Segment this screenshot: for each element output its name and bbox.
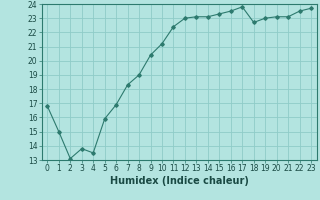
X-axis label: Humidex (Indice chaleur): Humidex (Indice chaleur) [110, 176, 249, 186]
